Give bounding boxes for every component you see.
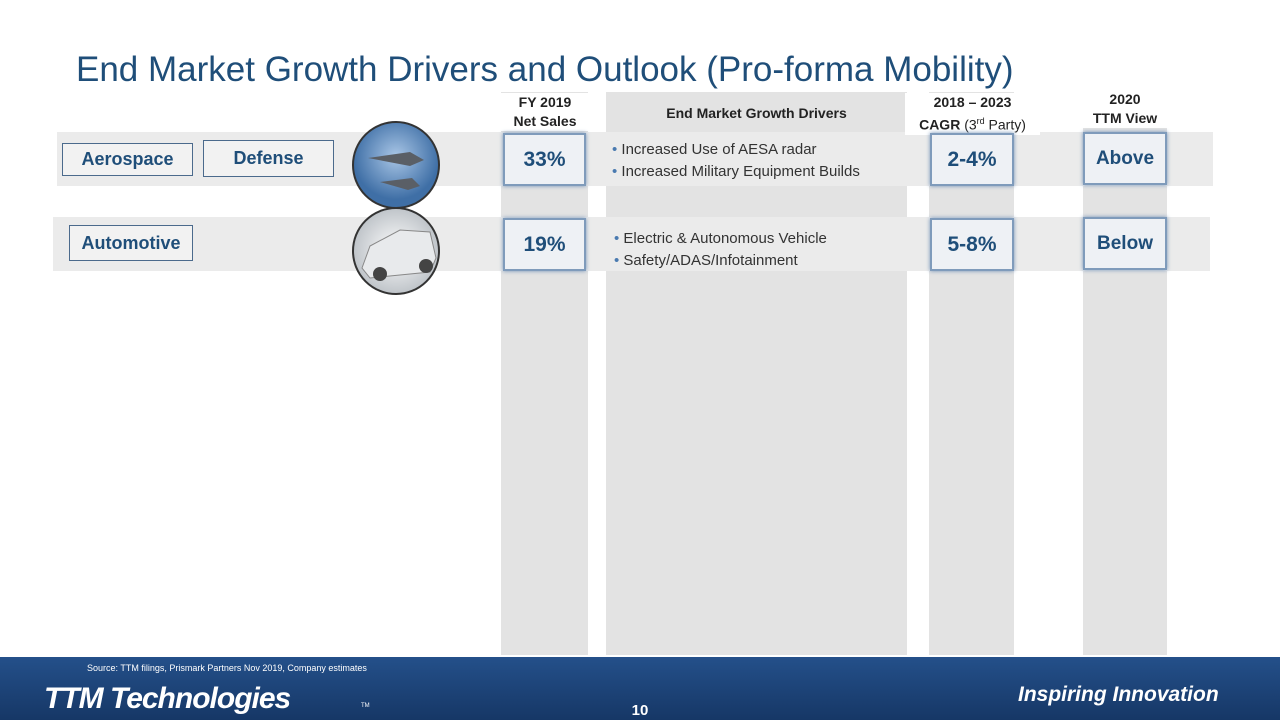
tagline: Inspiring Innovation — [1018, 683, 1219, 706]
title: End Market Growth Drivers and Outlook (P… — [76, 50, 1014, 89]
value-box: Above — [1083, 132, 1167, 185]
value-box: Below — [1083, 217, 1167, 270]
header-line: CAGR (3rd Party) — [905, 112, 1040, 135]
header-sup: rd — [976, 116, 985, 126]
header-line: 2020 — [1109, 91, 1141, 107]
driver: Electric & Autonomous Vehicle — [614, 228, 826, 250]
drivers: Increased Use of AESA radarIncreased Mil… — [612, 139, 860, 183]
source: Source: TTM filings, Prismark Partners N… — [87, 663, 367, 673]
drivers: Electric & Autonomous VehicleSafety/ADAS… — [614, 228, 827, 272]
header-line: FY 2019 — [518, 94, 572, 110]
column-header: 2020 TTM View — [1075, 90, 1175, 128]
value-box: 33% — [503, 133, 586, 186]
column-header: 2018 – 2023 CAGR (3rd Party) — [905, 93, 1040, 135]
footer-band — [0, 657, 1280, 720]
segment-label: Defense — [203, 140, 334, 177]
header-bold: CAGR — [919, 116, 961, 133]
driver: Increased Military Equipment Builds — [612, 161, 859, 183]
driver: Increased Use of AESA radar — [612, 139, 860, 161]
value-box: 2-4% — [930, 133, 1014, 186]
segment-label: Automotive — [69, 225, 193, 261]
header-text: Party) — [984, 116, 1026, 133]
logo-tm: TM — [361, 703, 370, 709]
column-header: End Market Growth Drivers — [666, 105, 847, 121]
value-box: 5-8% — [930, 218, 1014, 271]
column-header: FY 2019 Net Sales — [490, 93, 600, 131]
value-box: 19% — [503, 218, 586, 271]
header-line: 2018 – 2023 — [933, 94, 1012, 110]
segment-label: Aerospace — [62, 143, 193, 176]
logo: TTM Technologies — [44, 682, 291, 715]
icons — [352, 121, 440, 295]
header-line: Net Sales — [513, 113, 577, 129]
wheel — [419, 259, 433, 273]
driver: Safety/ADAS/Infotainment — [614, 250, 827, 272]
header-text: (3 — [964, 116, 977, 133]
aircraft-shape — [368, 152, 424, 190]
page-number: 10 — [631, 702, 649, 719]
aircraft-icon — [352, 121, 440, 209]
header-line: TTM View — [1092, 110, 1158, 126]
wheel — [373, 267, 387, 281]
